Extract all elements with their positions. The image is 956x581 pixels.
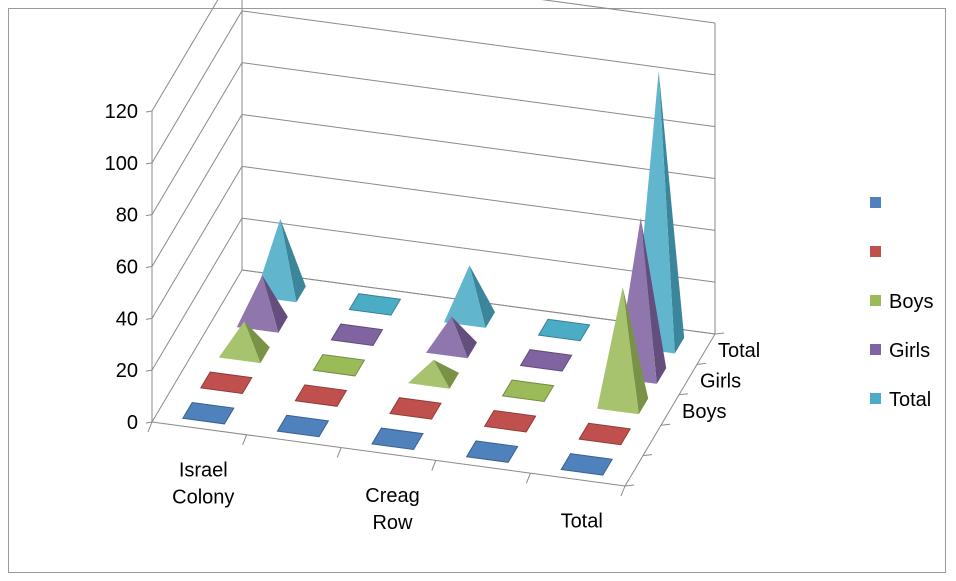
series-0-point-4 [560, 453, 614, 476]
y-tick-mark [145, 162, 153, 165]
side-gridline [151, 166, 243, 319]
side-gridline [151, 10, 243, 164]
back-gridline [241, 165, 716, 231]
y-tick-label: 100 [105, 153, 138, 175]
series-2-point-3 [501, 379, 555, 403]
y-tick-mark [145, 421, 153, 424]
legend-swatch [870, 246, 881, 257]
series-1-point-3 [483, 409, 537, 433]
back-gridline [541, 0, 716, 24]
series-3-point-3 [519, 349, 573, 372]
y-tick-mark [145, 369, 153, 372]
legend-swatch [870, 393, 881, 404]
x-tick-label: Creag [365, 485, 419, 507]
y-tick-mark [145, 110, 153, 113]
series-4-point-3 [537, 318, 591, 342]
x-tick-mark [620, 485, 626, 497]
x-tick-label: Israel [179, 459, 228, 481]
series-3-point-1 [330, 323, 384, 347]
series-3-point-2 [426, 316, 468, 359]
y-tick-label: 20 [116, 360, 138, 382]
x-tick-mark [336, 447, 342, 458]
x-tick-label: Row [372, 512, 413, 534]
series-3-point-0 [236, 275, 279, 333]
y-tick-label: 60 [116, 257, 138, 279]
series-1-point-0 [199, 371, 253, 395]
series-4-point-1 [348, 293, 402, 316]
back-gridline [241, 114, 716, 179]
series-2-point-0 [218, 321, 261, 364]
x-tick-label: Total [561, 511, 603, 533]
series-3-point-0-side [262, 275, 288, 333]
series-3-point-4-side [640, 217, 667, 384]
side-gridline [151, 62, 243, 215]
legend-label: Boys [889, 291, 933, 313]
series-0-point-0 [181, 401, 235, 425]
depth-tick-mark [642, 454, 653, 457]
x-tick-label: Colony [172, 486, 234, 508]
legend-label: Girls [889, 340, 930, 362]
side-gridline [151, 0, 219, 112]
depth-tick-label: Girls [700, 371, 741, 393]
series-2-point-2-side [433, 359, 459, 389]
x-axis-line [151, 421, 626, 487]
series-1-point-2 [389, 397, 442, 420]
depth-tick-mark [660, 423, 671, 426]
series-2-point-4 [597, 287, 639, 415]
y-tick-label: 120 [105, 101, 138, 123]
series-1-point-4 [578, 422, 632, 446]
y-tick-label: 40 [116, 308, 138, 330]
depth-tick-mark [624, 484, 635, 487]
depth-tick-mark [678, 393, 689, 396]
legend-swatch [870, 197, 881, 208]
y-tick-label: 0 [127, 412, 138, 434]
series-3-point-2-side [451, 316, 477, 359]
y-tick-mark [145, 266, 153, 268]
series-4-point-4-side [658, 70, 685, 354]
series-0-point-3 [465, 440, 519, 463]
series-2-point-0-side [244, 321, 270, 364]
series-0-point-2 [371, 427, 424, 451]
x-tick-mark [147, 421, 153, 433]
series-4-point-0-side [280, 219, 306, 303]
y-tick-mark [145, 317, 153, 320]
x-tick-mark [242, 434, 248, 445]
y-tick-mark [145, 214, 153, 217]
y-tick-label: 80 [116, 205, 138, 227]
depth-tick-mark [714, 332, 725, 335]
legend-swatch [870, 295, 881, 306]
depth-tick-label: Total [718, 340, 760, 362]
back-gridline [241, 10, 716, 76]
series-1-point-1 [294, 384, 348, 407]
series-4-point-2-side [469, 265, 495, 328]
series-4-point-2 [444, 265, 486, 328]
series-0-point-1 [276, 414, 330, 438]
x-tick-mark [525, 473, 531, 484]
side-gridline [151, 269, 243, 423]
legend-label: Total [889, 389, 931, 411]
series-2-point-2 [408, 359, 450, 389]
x-tick-mark [431, 460, 437, 471]
depth-axis-line [624, 333, 716, 487]
side-gridline [151, 217, 243, 371]
side-gridline [151, 114, 243, 267]
legend-swatch [870, 344, 881, 355]
series-2-point-4-side [622, 287, 649, 415]
depth-tick-mark [696, 362, 707, 365]
back-gridline [241, 62, 716, 128]
series-2-point-1 [312, 353, 366, 377]
depth-tick-label: Boys [682, 401, 726, 423]
